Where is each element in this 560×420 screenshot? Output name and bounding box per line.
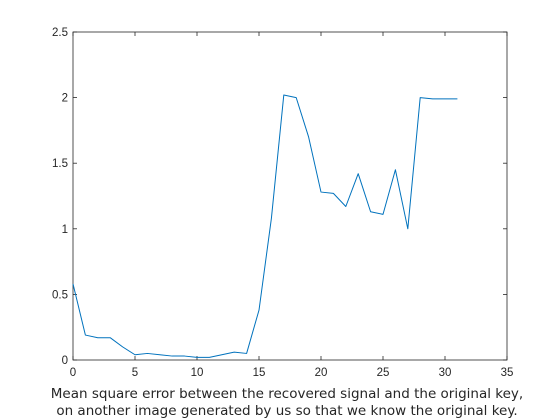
data-point bbox=[171, 355, 174, 358]
series-line bbox=[72, 94, 458, 358]
y-tick-label: 1 bbox=[62, 224, 68, 236]
data-point bbox=[233, 351, 236, 354]
data-point bbox=[307, 135, 310, 138]
data-point bbox=[270, 217, 273, 220]
x-tick-label: 0 bbox=[70, 367, 76, 379]
data-point bbox=[121, 345, 124, 348]
data-point bbox=[208, 356, 211, 359]
data-point bbox=[109, 336, 112, 339]
x-axis-label-line-1: Mean square error between the recovered … bbox=[51, 386, 523, 402]
data-point bbox=[456, 97, 459, 100]
x-tick-label: 35 bbox=[501, 367, 514, 379]
data-point bbox=[332, 192, 335, 195]
x-tick-label: 20 bbox=[315, 367, 328, 379]
x-tick-label: 5 bbox=[132, 367, 138, 379]
y-tick-label: 2.5 bbox=[52, 27, 68, 39]
y-axis-ticks: 0 0.5 1 1.5 2 2.5 bbox=[52, 27, 507, 367]
data-point bbox=[84, 334, 87, 337]
data-point bbox=[96, 336, 99, 339]
data-point bbox=[158, 353, 161, 356]
data-point bbox=[406, 227, 409, 230]
data-point bbox=[394, 168, 397, 171]
data-point bbox=[196, 356, 199, 359]
x-tick-label: 30 bbox=[439, 367, 452, 379]
data-point bbox=[282, 93, 285, 96]
plot-area bbox=[73, 32, 507, 360]
y-tick-label: 0.5 bbox=[52, 289, 68, 301]
y-tick-label: 1.5 bbox=[52, 158, 68, 170]
data-point bbox=[146, 352, 149, 355]
data-point bbox=[245, 352, 248, 355]
x-tick-label: 15 bbox=[253, 367, 266, 379]
x-tick-label: 25 bbox=[377, 367, 390, 379]
data-point bbox=[134, 353, 137, 356]
y-tick-label: 0 bbox=[62, 355, 68, 367]
data-point bbox=[295, 96, 298, 99]
data-point bbox=[382, 213, 385, 216]
x-axis-ticks: 0 5 10 15 20 25 30 35 bbox=[70, 32, 514, 379]
data-point bbox=[357, 172, 360, 175]
data-point bbox=[320, 191, 323, 194]
axes-box bbox=[72, 31, 508, 361]
data-point bbox=[258, 309, 261, 312]
data-point bbox=[419, 96, 422, 99]
y-tick-label: 2 bbox=[62, 93, 68, 105]
data-point bbox=[72, 282, 75, 285]
series-layer bbox=[72, 93, 459, 359]
data-point bbox=[444, 97, 447, 100]
x-axis-label-line-2: on another image generated by us so that… bbox=[56, 403, 517, 419]
data-point bbox=[344, 205, 347, 208]
plot-frame bbox=[72, 31, 508, 361]
data-point bbox=[220, 353, 223, 356]
data-point bbox=[183, 355, 186, 358]
x-tick-label: 10 bbox=[191, 367, 204, 379]
data-point bbox=[431, 97, 434, 100]
data-point bbox=[369, 210, 372, 213]
